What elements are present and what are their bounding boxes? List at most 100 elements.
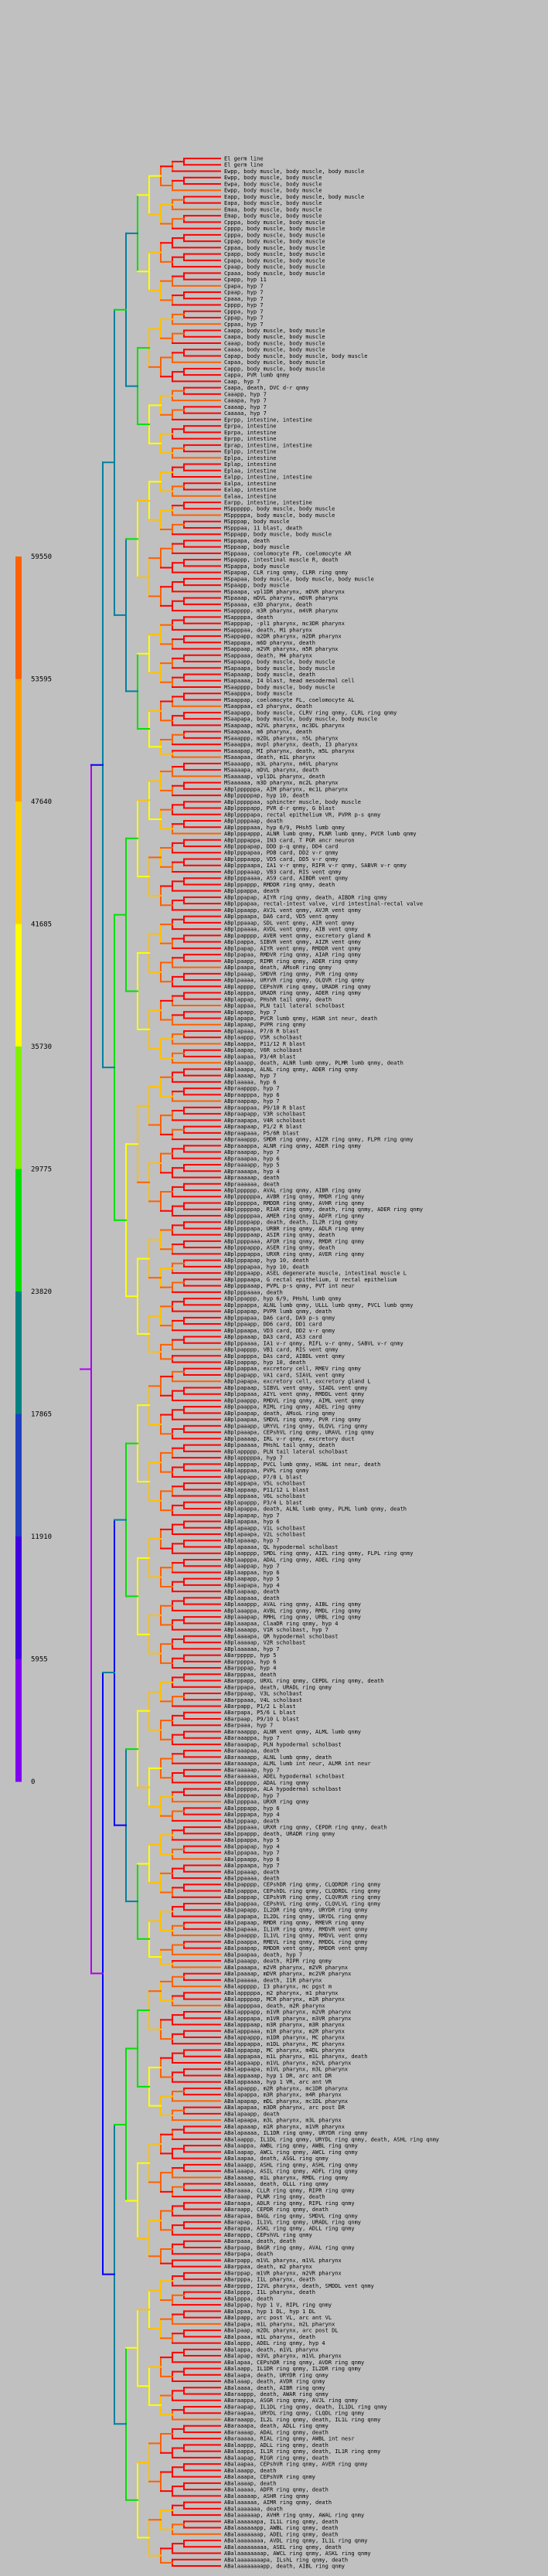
leaf-label: ABalaaaaaapa, IL1L ring qnmy, death xyxy=(224,2519,339,2525)
leaf-label: ABalaaaaaap, AVHR ring qnmy, AWAL ring q… xyxy=(224,2513,364,2519)
leaf-label: Cpaaa, hyp 7 xyxy=(224,296,264,302)
leaf-label: ABpraaaapa, hyp 4 xyxy=(224,1169,280,1175)
leaf-label: ABarppppp, hyp 5 xyxy=(224,1652,276,1659)
leaf-label: ABalaaaap, m1L pharynx, RMDL ring qnmy xyxy=(224,2175,348,2181)
leaf-label: ABplpaapaa, SMDVL ring qnmy, PVR ring qn… xyxy=(224,1417,361,1423)
leaf-label: ABarpaap, P9/10 L blast xyxy=(224,1716,299,1722)
leaf-label: ABplapappa, death, ALNL lumb qnmy, PLML … xyxy=(224,1506,407,1513)
leaf-label: ABalaapaa, death, ASGL ring qnmy xyxy=(224,2156,328,2162)
leaf-label: ABplaapaap, death xyxy=(224,1589,280,1595)
leaf-label: ABplapapaa, hyp 6 xyxy=(224,1519,280,1525)
scale-segment xyxy=(15,1291,22,1414)
leaf-label: ABalaaapa, ASIL ring qnmy, ADFL ring qnm… xyxy=(224,2169,358,2175)
leaf-label: Caaapa, hyp 7 xyxy=(224,398,267,404)
scale-segment xyxy=(15,1659,22,1782)
leaf-label: ABalaaapa, CEPshVR ring qnmy xyxy=(224,2474,315,2480)
leaf-label: ABarppapa, death, URADL ring qnmy xyxy=(224,1684,332,1690)
leaf-label: ABalaaaaaa, AIMR ring qnmy, death xyxy=(224,2499,332,2506)
leaf-label: ABalaaaaa, death, OLLL ring qnmy xyxy=(224,2181,328,2187)
leaf-label: ABaraapa, ADLR ring qnmy, RIPL ring qnmy xyxy=(224,2200,355,2207)
leaf-label: Emaa, body muscle, body muscle xyxy=(224,206,322,213)
leaf-label: ABplpppppaa, sphincter muscle, body musc… xyxy=(224,799,361,805)
leaf-label: ABalaaaaa, ADFR ring qnmy, death xyxy=(224,2487,328,2493)
leaf-label: ABalaaaaap, ASHR ring qnmy xyxy=(224,2493,309,2499)
leaf-label: ABplpppaaaa, AS9 card, AIBDR vent qnmy xyxy=(224,876,348,882)
scale-tick-label: 29775 xyxy=(31,1166,52,1174)
leaf-label: ABplaaaapp, V1R scholbast, hyp 7 xyxy=(224,1627,328,1633)
leaf-label: ABalaaapp, ASHL ring qnmy, ASHL ring qnm… xyxy=(224,2162,358,2168)
leaf-label: MSpapap, CLR ring qnmy, CLRR ring qnmy xyxy=(224,570,348,576)
leaf-label: MSaapaap, m2VL pharynx, mc3DL pharynx xyxy=(224,723,345,729)
leaf-label: ABplaapaa, P3/4R blast xyxy=(224,1053,296,1060)
leaf-label: ABplaaapp, death, ALNR lumb qnmy, PLMR l… xyxy=(224,1060,403,1067)
leaf-label: MSappppp, m3R pharynx, m4VR pharynx xyxy=(224,608,339,614)
leaf-label: MSppapp, body muscle, body muscle xyxy=(224,532,332,538)
leaf-label: ABplpaaaa, URYVR ring qnmy, OLQVR ring q… xyxy=(224,978,364,984)
leaf-label: MSappppa, death xyxy=(224,614,273,621)
leaf-label: ABplpapaa, RMDVR ring qnmy, AIAR ring qn… xyxy=(224,952,361,958)
leaf-label: Cappa, PVR lumb qnmy xyxy=(224,373,289,379)
leaf-label: ABplaapap, V6R scholbast xyxy=(224,1047,302,1053)
leaf-label: ABalpapapp, IL2DR ring qnmy, URYDR ring … xyxy=(224,1907,367,1914)
leaf-label: ABplpaapap, death, AMsoL ring qnmy xyxy=(224,1411,335,1417)
leaf-label: Cpppp, body muscle, body muscle xyxy=(224,226,325,232)
leaf-label: MSpppap, body muscle xyxy=(224,519,289,525)
leaf-label: Caaaaa, hyp 7 xyxy=(224,410,267,417)
leaf-label: ABpraapapp, V3R scholbast xyxy=(224,1111,305,1118)
leaf-label: ABplaappp, V5R scholbast xyxy=(224,1035,302,1041)
leaf-label: MSpppppp, body muscle, body muscle xyxy=(224,506,335,512)
leaf-label: ABarpaaa, death, death xyxy=(224,2238,296,2244)
leaf-label: ABplpppapaa, hyp 10, death xyxy=(224,1264,309,1270)
leaf-label: ABaraapap, IL1DL ring qnmy, death, IL1DL… xyxy=(224,2404,387,2410)
leaf-label: ABarpapa, P5/6 L blast xyxy=(224,1710,296,1716)
leaf-label: ABplpppppap, hyp 10, death xyxy=(224,793,309,799)
scale-segment xyxy=(15,924,22,1047)
leaf-label: ABplapapp, hyp 7 xyxy=(224,1009,276,1016)
leaf-label: ABplappaap, P11/12 L blast xyxy=(224,1487,309,1493)
leaf-label: ABalppap, hyp 1 V, RIPL ring qnmy xyxy=(224,2302,332,2309)
leaf-label: MSpapaa, body muscle, body muscle, body … xyxy=(224,576,374,582)
leaf-label: MSpaaaa, e3D pharynx, death xyxy=(224,601,312,607)
leaf-label: Ealpa, intestine xyxy=(224,481,276,487)
leaf-label: ABalaappp, IL1DL ring qnmy, URYDL ring q… xyxy=(224,2136,439,2142)
leaf-label: Eprpp, intestine xyxy=(224,436,276,442)
leaf-label: ABplpapaap, SIBVL vent qnmy, SIADL vent … xyxy=(224,1385,367,1391)
scale-segment xyxy=(15,1414,22,1537)
leaf-label: ABalappppaa, death, m2R pharynx xyxy=(224,2003,325,2009)
leaf-label: MSapaaap, body muscle, death xyxy=(224,672,315,678)
leaf-label: MSaapapa, body muscle, body muscle, body… xyxy=(224,716,377,723)
leaf-label: MSaapppp, body muscle, body muscle xyxy=(224,684,335,690)
leaf-label: ABalaaaaaaaapa, ILshL ring qnmy, death xyxy=(224,2557,348,2563)
leaf-label: ABplpppaapp, ASEL degenerate muscle, int… xyxy=(224,1271,407,1277)
leaf-label: Emap, body muscle, body muscle xyxy=(224,213,322,219)
scale-tick-label: 47640 xyxy=(31,798,52,806)
leaf-label: ABplppaaaa, IA1 v-r qnmy, RIFL v-r qnmy,… xyxy=(224,1340,403,1346)
leaf-label: ABalaaaaaaaa, AVDL ring qnmy, IL1L ring … xyxy=(224,2538,367,2544)
leaf-label: ABalapaapa, m3L pharynx, m3L pharynx xyxy=(224,2118,342,2124)
leaf-label: ABalpaaaaa, death, I1R pharynx xyxy=(224,1977,322,1983)
leaf-label: ABplaapppa, ADAL ring qnmy, ADEL ring qn… xyxy=(224,1557,361,1563)
leaf-label: ABplaaaaa, hyp 6 xyxy=(224,1079,276,1085)
leaf-label: Caapa, death, DVC d-r qnmy xyxy=(224,385,309,391)
leaf-label: Cpapp, body muscle, body muscle xyxy=(224,251,325,257)
scale-tick-label: 53595 xyxy=(31,676,52,684)
leaf-label: MSpppaa, 11 blast, death xyxy=(224,525,302,531)
leaf-label: Caapa, body muscle, body muscle xyxy=(224,334,325,340)
leaf-label: MSapaaaa, I4 blast, head mesodermal cell xyxy=(224,678,355,684)
leaf-label: Caaaap, hyp 7 xyxy=(224,404,267,410)
leaf-label: ABplppappa, ALNL lumb qnmy, ULLL lumb qn… xyxy=(224,1302,413,1308)
leaf-label: ABplpppappa, IN3 card, T PGR ancr neuron xyxy=(224,837,355,843)
leaf-label: MSaapaaa, m6 pharynx, death xyxy=(224,729,312,735)
leaf-label: ABalapappp, m2R pharynx, mc1DR pharynx xyxy=(224,2085,348,2091)
leaf-label: MSaaapap, MI pharynx, death, m5L pharynx xyxy=(224,748,355,754)
leaf-label: ABplppaaaa, AVDL vent qnmy, AIB vent qnm… xyxy=(224,927,358,933)
leaf-label: ABplpppaapa, G rectal epithelium, U rect… xyxy=(224,1277,397,1283)
leaf-label: MSpppppa, body muscle, body muscle xyxy=(224,512,335,519)
leaf-label: ABplpppapap, hyp 10, death xyxy=(224,1257,309,1264)
leaf-label: ABplaaaaaa, hyp 7 xyxy=(224,1646,280,1652)
leaf-label: ABplppppaap, ASIR ring qnmy, death xyxy=(224,1232,335,1238)
leaf-label: ABalpaaapa, m2VR pharynx, m2VR pharynx xyxy=(224,1965,348,1971)
leaf-label: ABplaaapa, ALNL ring qnmy, ADER ring qnm… xyxy=(224,1067,358,1073)
leaf-label: MSpaapa, vpl1DR pharynx, mDVR pharynx xyxy=(224,589,345,595)
